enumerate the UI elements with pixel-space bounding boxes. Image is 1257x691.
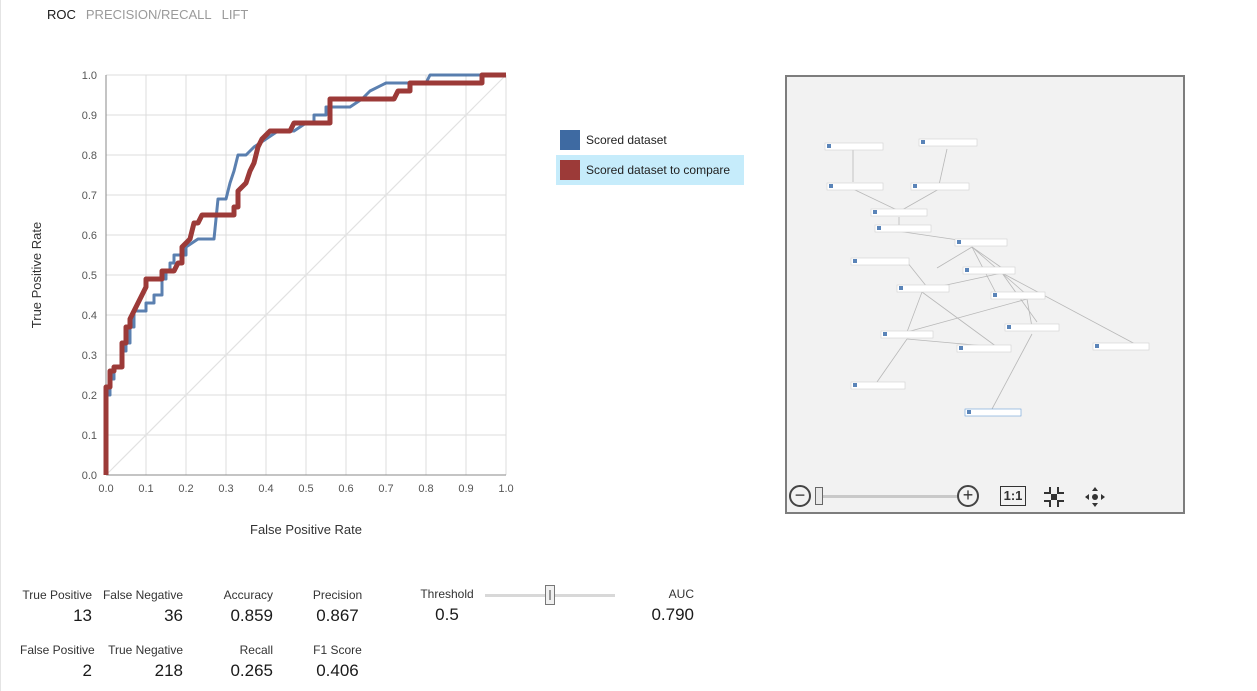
metric-auc: AUC 0.790 bbox=[651, 587, 694, 624]
experiment-graph-minimap[interactable]: − + 1:1 bbox=[785, 75, 1185, 514]
series-line-scored-dataset-to-compare bbox=[103, 72, 506, 475]
y-tick-label: 0.5 bbox=[82, 270, 97, 282]
zoom-in-icon[interactable]: + bbox=[957, 485, 979, 507]
metric-true-positive: True Positive 13 bbox=[22, 588, 92, 625]
diagonal-reference-line bbox=[105, 74, 507, 476]
y-tick-label: 0.4 bbox=[82, 310, 97, 322]
y-tick-label: 0.0 bbox=[82, 470, 97, 482]
legend-label: Scored dataset to compare bbox=[586, 163, 731, 177]
legend-swatch bbox=[560, 160, 580, 180]
metric-accuracy: Accuracy 0.859 bbox=[223, 588, 273, 625]
zoom-toolbar: − + 1:1 bbox=[787, 482, 1183, 512]
y-tick-label: 0.1 bbox=[82, 430, 97, 442]
zoom-slider-track[interactable] bbox=[817, 495, 957, 498]
x-tick-label: 0.8 bbox=[418, 483, 433, 495]
y-tick-label: 1.0 bbox=[82, 70, 97, 82]
tab-precision-recall[interactable]: PRECISION/RECALL bbox=[85, 7, 212, 22]
x-tick-label: 0.1 bbox=[138, 483, 153, 495]
y-tick-label: 0.7 bbox=[82, 190, 97, 202]
pan-icon[interactable] bbox=[1083, 485, 1107, 509]
legend-label: Scored dataset bbox=[586, 133, 667, 147]
y-axis-label: True Positive Rate bbox=[29, 222, 44, 328]
fit-to-screen-icon[interactable] bbox=[1042, 485, 1066, 509]
zoom-slider-thumb[interactable] bbox=[815, 487, 823, 505]
x-tick-label: 0.0 bbox=[98, 483, 113, 495]
actual-size-button[interactable]: 1:1 bbox=[1000, 486, 1026, 506]
x-tick-label: 0.4 bbox=[258, 483, 273, 495]
x-tick-label: 0.9 bbox=[458, 483, 473, 495]
y-tick-label: 0.8 bbox=[82, 150, 97, 162]
legend-swatch bbox=[560, 130, 580, 150]
tab-lift[interactable]: LIFT bbox=[221, 7, 249, 22]
tab-roc[interactable]: ROC bbox=[47, 7, 76, 22]
y-tick-label: 0.2 bbox=[82, 390, 97, 402]
metric-threshold: Threshold 0.5 bbox=[420, 587, 474, 624]
x-tick-label: 1.0 bbox=[498, 483, 513, 495]
roc-chart: 0.0 0.1 0.2 0.3 0.4 0.5 0.6 0.7 0.8 0.9 1.0 0.0 0.1 0… bbox=[29, 70, 514, 537]
experiment-graph bbox=[824, 138, 1150, 417]
chart-tabs: ROC PRECISION/RECALL LIFT bbox=[47, 7, 248, 22]
left-border bbox=[0, 0, 1, 691]
y-tick-label: 0.9 bbox=[82, 110, 97, 122]
metric-f1-score: F1 Score 0.406 bbox=[313, 643, 362, 680]
metric-precision: Precision 0.867 bbox=[312, 588, 363, 625]
x-tick-label: 0.7 bbox=[378, 483, 393, 495]
y-tick-label: 0.3 bbox=[82, 350, 97, 362]
x-tick-label: 0.5 bbox=[298, 483, 313, 495]
zoom-out-icon[interactable]: − bbox=[789, 485, 811, 507]
x-tick-label: 0.3 bbox=[218, 483, 233, 495]
metric-recall: Recall 0.265 bbox=[230, 643, 273, 680]
threshold-slider-thumb[interactable] bbox=[545, 585, 555, 605]
metric-false-negative: False Negative 36 bbox=[102, 588, 183, 625]
legend-item-scored-dataset[interactable]: Scored dataset bbox=[556, 125, 744, 155]
y-tick-label: 0.6 bbox=[82, 230, 97, 242]
legend-item-scored-dataset-to-compare[interactable]: Scored dataset to compare bbox=[556, 155, 744, 185]
x-tick-label: 0.6 bbox=[338, 483, 353, 495]
x-tick-label: 0.2 bbox=[178, 483, 193, 495]
metric-false-positive: False Positive 2 bbox=[20, 643, 95, 680]
x-axis-label: False Positive Rate bbox=[250, 522, 362, 537]
chart-legend: Scored dataset Scored dataset to compare bbox=[556, 125, 744, 185]
metrics-panel: True Positive 13 False Negative 36 False… bbox=[0, 580, 760, 691]
metric-true-negative: True Negative 218 bbox=[108, 643, 183, 680]
